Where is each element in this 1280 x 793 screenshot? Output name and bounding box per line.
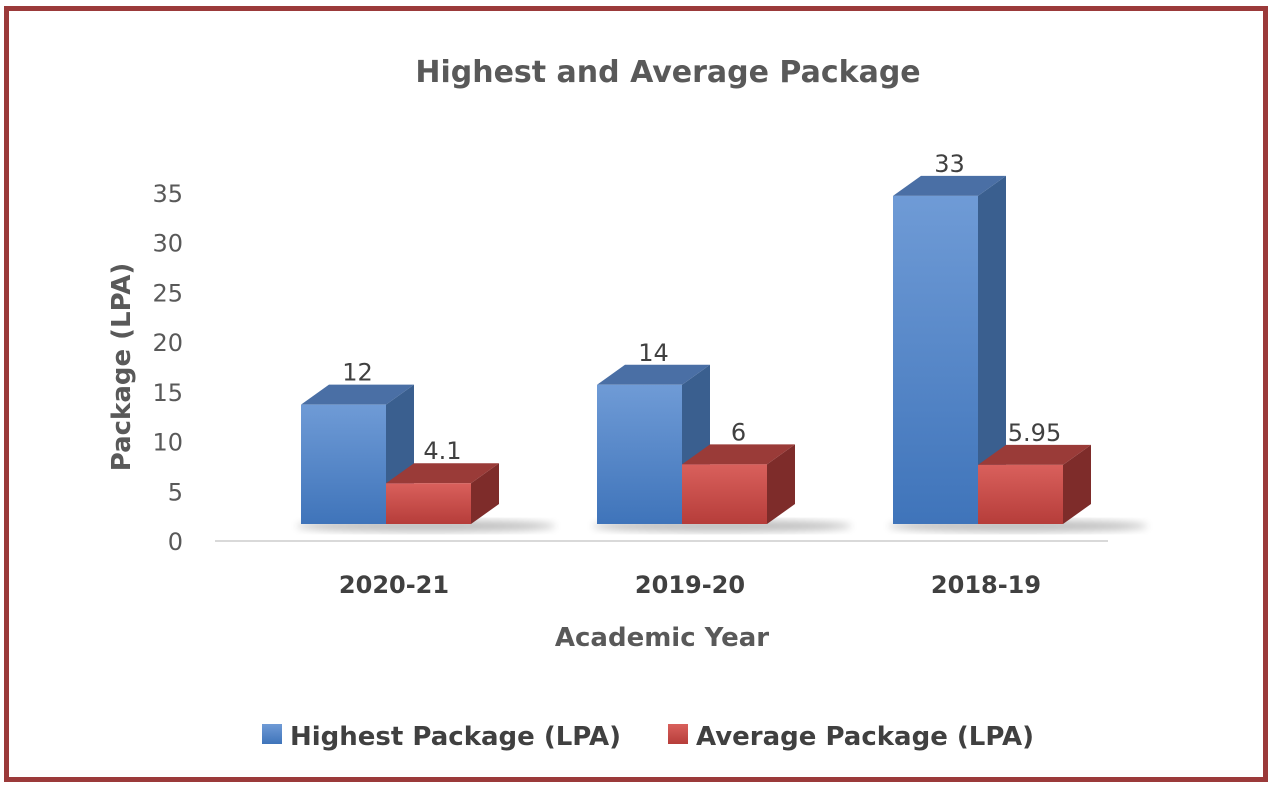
y-tick-label: 15 — [152, 379, 183, 407]
bar-top — [682, 444, 795, 465]
y-tick-label: 30 — [152, 230, 183, 258]
bar — [597, 384, 682, 524]
y-axis-label: Package (LPA) — [107, 263, 137, 472]
legend-label: Average Package (LPA) — [696, 722, 1034, 752]
y-tick-label: 20 — [152, 329, 183, 357]
bar — [301, 404, 386, 524]
y-tick-label: 25 — [152, 279, 183, 307]
bar-top — [386, 463, 499, 484]
x-tick-label: 2020-21 — [339, 571, 449, 599]
bars-group: 12 4.1 14 6 33 5.95 — [296, 150, 1148, 532]
y-tick-label: 35 — [152, 180, 183, 208]
bar-top — [597, 364, 710, 385]
x-tick-label: 2019-20 — [635, 571, 745, 599]
bar-side — [978, 175, 1006, 524]
bar — [386, 483, 471, 524]
bar — [978, 464, 1063, 524]
bar-top — [978, 444, 1091, 465]
x-axis-ticks: 2020-21 2019-20 2018-19 — [339, 571, 1041, 599]
legend-swatch — [262, 724, 282, 744]
chart-title: Highest and Average Package — [415, 55, 920, 90]
x-tick-label: 2018-19 — [931, 571, 1041, 599]
data-label: 5.95 — [1008, 419, 1061, 447]
y-axis-ticks: 0 5 10 15 20 25 30 35 — [152, 180, 183, 556]
bar-top — [893, 175, 1006, 196]
bar-side — [767, 444, 795, 524]
y-tick-label: 0 — [168, 528, 183, 556]
data-label: 4.1 — [423, 437, 461, 465]
legend: Highest Package (LPA) Average Package (LP… — [262, 722, 1034, 752]
legend-label: Highest Package (LPA) — [290, 722, 621, 752]
x-axis-label: Academic Year — [555, 623, 769, 653]
bar-side — [1063, 444, 1091, 524]
y-tick-label: 5 — [168, 478, 183, 506]
bar-top — [301, 384, 414, 405]
y-tick-label: 10 — [152, 429, 183, 457]
data-label: 33 — [934, 150, 965, 178]
bar — [682, 464, 767, 524]
data-label: 6 — [731, 418, 746, 446]
bar — [893, 195, 978, 524]
bar-side — [471, 463, 499, 524]
legend-swatch — [668, 724, 688, 744]
data-label: 12 — [342, 359, 373, 387]
data-label: 14 — [638, 339, 669, 367]
